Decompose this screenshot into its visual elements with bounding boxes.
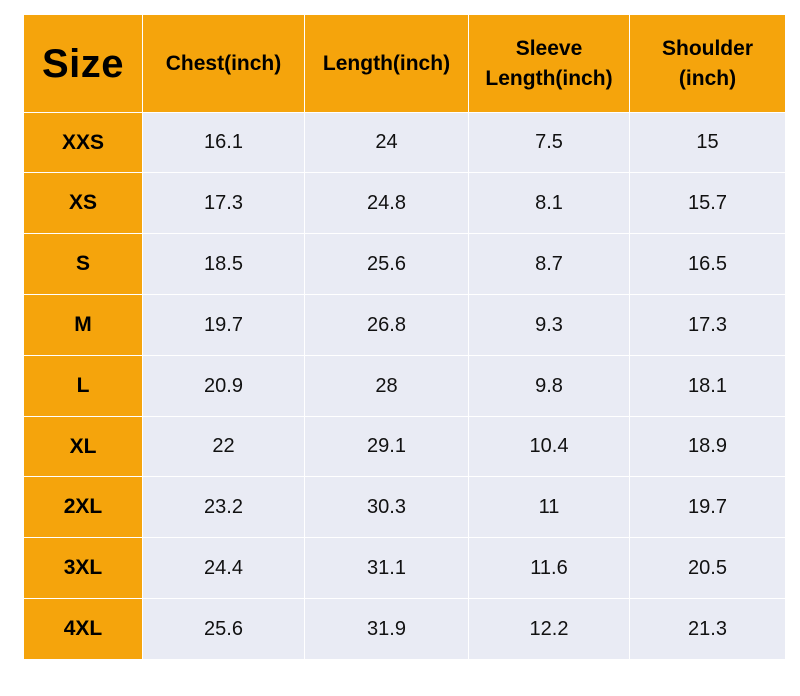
chest-cell: 17.3 — [142, 172, 305, 234]
chest-cell: 20.9 — [142, 355, 305, 417]
column-header-shoulder: Shoulder (inch) — [629, 14, 786, 113]
table-row: 3XL 24.4 31.1 11.6 20.5 — [23, 537, 786, 599]
length-cell: 29.1 — [304, 416, 469, 477]
sleeve-length-cell: 7.5 — [468, 112, 630, 173]
table-row: XL 22 29.1 10.4 18.9 — [23, 416, 786, 477]
size-chart: Size Chest(inch) Length(inch) Sleeve Len… — [23, 14, 786, 660]
size-label: S — [23, 233, 143, 295]
length-cell: 28 — [304, 355, 469, 417]
column-header-size: Size — [23, 14, 143, 113]
table-row: L 20.9 28 9.8 18.1 — [23, 355, 786, 417]
sleeve-length-cell: 10.4 — [468, 416, 630, 477]
size-label: 2XL — [23, 476, 143, 538]
shoulder-cell: 18.9 — [629, 416, 786, 477]
header-text-line-1: Shoulder — [661, 37, 753, 61]
chest-cell: 18.5 — [142, 233, 305, 295]
length-cell: 31.9 — [304, 598, 469, 660]
table-row: XS 17.3 24.8 8.1 15.7 — [23, 172, 786, 234]
table-row: XXS 16.1 24 7.5 15 — [23, 112, 786, 173]
chest-cell: 25.6 — [142, 598, 305, 660]
chest-cell: 22 — [142, 416, 305, 477]
header-row: Size Chest(inch) Length(inch) Sleeve Len… — [23, 14, 786, 113]
chest-cell: 19.7 — [142, 294, 305, 356]
sleeve-length-cell: 11 — [468, 476, 630, 538]
column-header-sleeve-length: Sleeve Length(inch) — [468, 14, 630, 113]
column-header-chest: Chest(inch) — [142, 14, 305, 113]
chest-cell: 24.4 — [142, 537, 305, 599]
sleeve-length-cell: 9.3 — [468, 294, 630, 356]
shoulder-cell: 15.7 — [629, 172, 786, 234]
sleeve-length-cell: 8.7 — [468, 233, 630, 295]
header-text-line-1: Sleeve — [515, 37, 583, 61]
size-label: L — [23, 355, 143, 417]
chest-cell: 23.2 — [142, 476, 305, 538]
size-label: XL — [23, 416, 143, 477]
shoulder-cell: 15 — [629, 112, 786, 173]
shoulder-cell: 17.3 — [629, 294, 786, 356]
size-label: M — [23, 294, 143, 356]
table-row: 2XL 23.2 30.3 11 19.7 — [23, 476, 786, 538]
length-cell: 26.8 — [304, 294, 469, 356]
length-cell: 25.6 — [304, 233, 469, 295]
header-text-line-2: (inch) — [678, 66, 737, 90]
header-text: Size — [41, 41, 125, 86]
shoulder-cell: 18.1 — [629, 355, 786, 417]
header-text: Length(inch) — [322, 51, 451, 75]
shoulder-cell: 21.3 — [629, 598, 786, 660]
length-cell: 31.1 — [304, 537, 469, 599]
sleeve-length-cell: 11.6 — [468, 537, 630, 599]
table-row: M 19.7 26.8 9.3 17.3 — [23, 294, 786, 356]
shoulder-cell: 16.5 — [629, 233, 786, 295]
table-row: S 18.5 25.6 8.7 16.5 — [23, 233, 786, 295]
shoulder-cell: 20.5 — [629, 537, 786, 599]
table-row: 4XL 25.6 31.9 12.2 21.3 — [23, 598, 786, 660]
length-cell: 24.8 — [304, 172, 469, 234]
sleeve-length-cell: 8.1 — [468, 172, 630, 234]
sleeve-length-cell: 12.2 — [468, 598, 630, 660]
size-label: 3XL — [23, 537, 143, 599]
header-text: Chest(inch) — [165, 51, 282, 75]
size-chart-table: Size Chest(inch) Length(inch) Sleeve Len… — [23, 14, 786, 660]
length-cell: 24 — [304, 112, 469, 173]
shoulder-cell: 19.7 — [629, 476, 786, 538]
column-header-length: Length(inch) — [304, 14, 469, 113]
size-label: XS — [23, 172, 143, 234]
header-text-line-2: Length(inch) — [485, 66, 613, 90]
chest-cell: 16.1 — [142, 112, 305, 173]
size-label: 4XL — [23, 598, 143, 660]
length-cell: 30.3 — [304, 476, 469, 538]
sleeve-length-cell: 9.8 — [468, 355, 630, 417]
size-label: XXS — [23, 112, 143, 173]
